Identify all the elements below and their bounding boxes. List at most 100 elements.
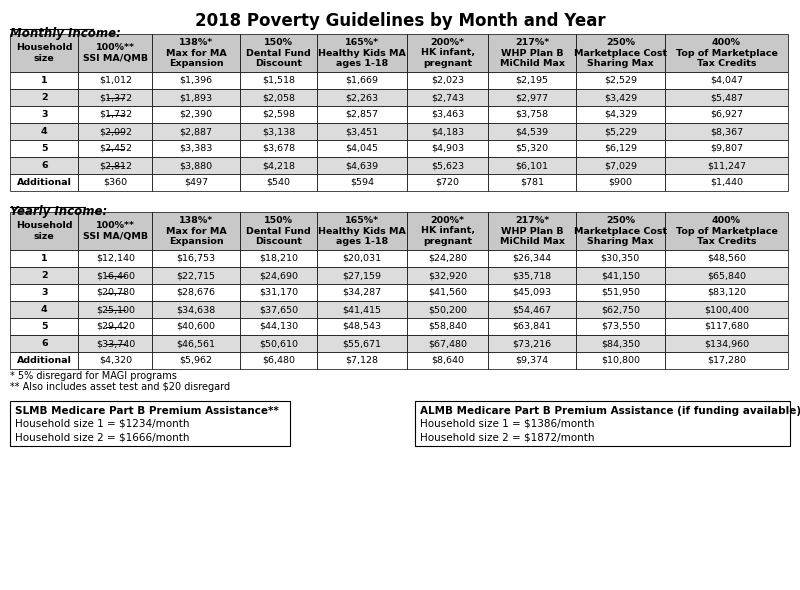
Text: Monthly Income:: Monthly Income: [10,27,121,40]
Text: $40,600: $40,600 [177,322,215,331]
Bar [318,174,406,191]
Text: $67,480: $67,480 [428,339,467,348]
Text: $32,920: $32,920 [428,271,467,280]
Text: $2,452: $2,452 [99,144,132,153]
Text: Household size 1 = $1386/month: Household size 1 = $1386/month [420,419,594,429]
Bar [10,250,78,267]
Text: $5,320: $5,320 [515,144,549,153]
Bar [665,123,788,140]
Bar [489,174,576,191]
Text: $781: $781 [520,178,544,187]
Text: $63,841: $63,841 [513,322,552,331]
Text: $55,671: $55,671 [342,339,382,348]
Text: $4,047: $4,047 [710,76,743,85]
Bar [239,212,318,250]
Bar [152,318,239,335]
Bar [489,284,576,301]
Text: $5,623: $5,623 [431,161,464,170]
Text: Yearly Income:: Yearly Income: [10,205,107,218]
Text: 217%*
WHP Plan B
MiChild Max: 217%* WHP Plan B MiChild Max [499,38,565,68]
Bar [489,352,576,369]
Bar [318,284,406,301]
Bar [318,301,406,318]
Text: $2,195: $2,195 [515,76,549,85]
Text: 5: 5 [41,144,47,153]
Text: $29,420: $29,420 [96,322,135,331]
Text: $3,463: $3,463 [431,110,464,119]
Text: $5,229: $5,229 [604,127,637,136]
Bar [239,140,318,157]
Bar [10,352,78,369]
Bar [78,267,152,284]
Bar [78,106,152,123]
Bar [318,123,406,140]
Text: $6,129: $6,129 [604,144,637,153]
Bar [152,284,239,301]
Text: $1,012: $1,012 [99,76,132,85]
Bar [318,72,406,89]
Text: $2,058: $2,058 [262,93,295,102]
Text: $45,093: $45,093 [513,288,552,297]
Text: $34,638: $34,638 [176,305,215,314]
Text: $51,950: $51,950 [601,288,640,297]
Text: Additional: Additional [17,356,72,365]
Text: $41,560: $41,560 [428,288,467,297]
Bar [576,318,665,335]
Text: 2: 2 [41,93,47,102]
Text: $6,480: $6,480 [262,356,295,365]
Bar [576,267,665,284]
Bar [318,89,406,106]
Text: ALMB Medicare Part B Premium Assistance (if funding available)**: ALMB Medicare Part B Premium Assistance … [420,406,800,416]
Text: $134,960: $134,960 [704,339,749,348]
Bar [239,267,318,284]
Text: $2,263: $2,263 [346,93,378,102]
Bar [78,123,152,140]
Bar [10,174,78,191]
Bar [576,72,665,89]
Bar [576,284,665,301]
Text: $540: $540 [266,178,290,187]
Bar [152,250,239,267]
Bar [10,284,78,301]
Bar [665,284,788,301]
Text: $900: $900 [608,178,632,187]
Bar [10,140,78,157]
Text: $58,840: $58,840 [428,322,467,331]
Bar [665,318,788,335]
Text: $4,183: $4,183 [431,127,464,136]
Bar [318,318,406,335]
Bar [239,284,318,301]
Text: 100%**
SSI MA/QMB: 100%** SSI MA/QMB [83,43,148,63]
Bar [152,352,239,369]
Text: $9,374: $9,374 [515,356,549,365]
Bar [78,352,152,369]
Text: 400%
Top of Marketplace
Tax Credits: 400% Top of Marketplace Tax Credits [676,38,778,68]
Text: $24,280: $24,280 [428,254,467,263]
Text: $26,344: $26,344 [513,254,552,263]
Bar [318,335,406,352]
Text: 2018 Poverty Guidelines by Month and Year: 2018 Poverty Guidelines by Month and Yea… [194,12,606,30]
Text: 138%*
Max for MA
Expansion: 138%* Max for MA Expansion [166,38,226,68]
Bar [576,89,665,106]
Text: $2,887: $2,887 [179,127,213,136]
Text: $35,718: $35,718 [513,271,552,280]
Text: $11,247: $11,247 [707,161,746,170]
Text: $4,539: $4,539 [515,127,549,136]
Text: $3,451: $3,451 [346,127,378,136]
Bar [576,352,665,369]
Bar [406,267,489,284]
Bar [406,157,489,174]
Text: 1: 1 [41,76,47,85]
Bar [152,89,239,106]
Text: $34,287: $34,287 [342,288,382,297]
Text: $5,962: $5,962 [179,356,213,365]
Text: $8,367: $8,367 [710,127,743,136]
Bar [406,301,489,318]
Text: $100,400: $100,400 [704,305,749,314]
Bar [406,352,489,369]
Text: $2,598: $2,598 [262,110,295,119]
Text: $2,812: $2,812 [99,161,132,170]
Text: $7,029: $7,029 [604,161,637,170]
Text: $73,216: $73,216 [513,339,552,348]
Text: $7,128: $7,128 [346,356,378,365]
